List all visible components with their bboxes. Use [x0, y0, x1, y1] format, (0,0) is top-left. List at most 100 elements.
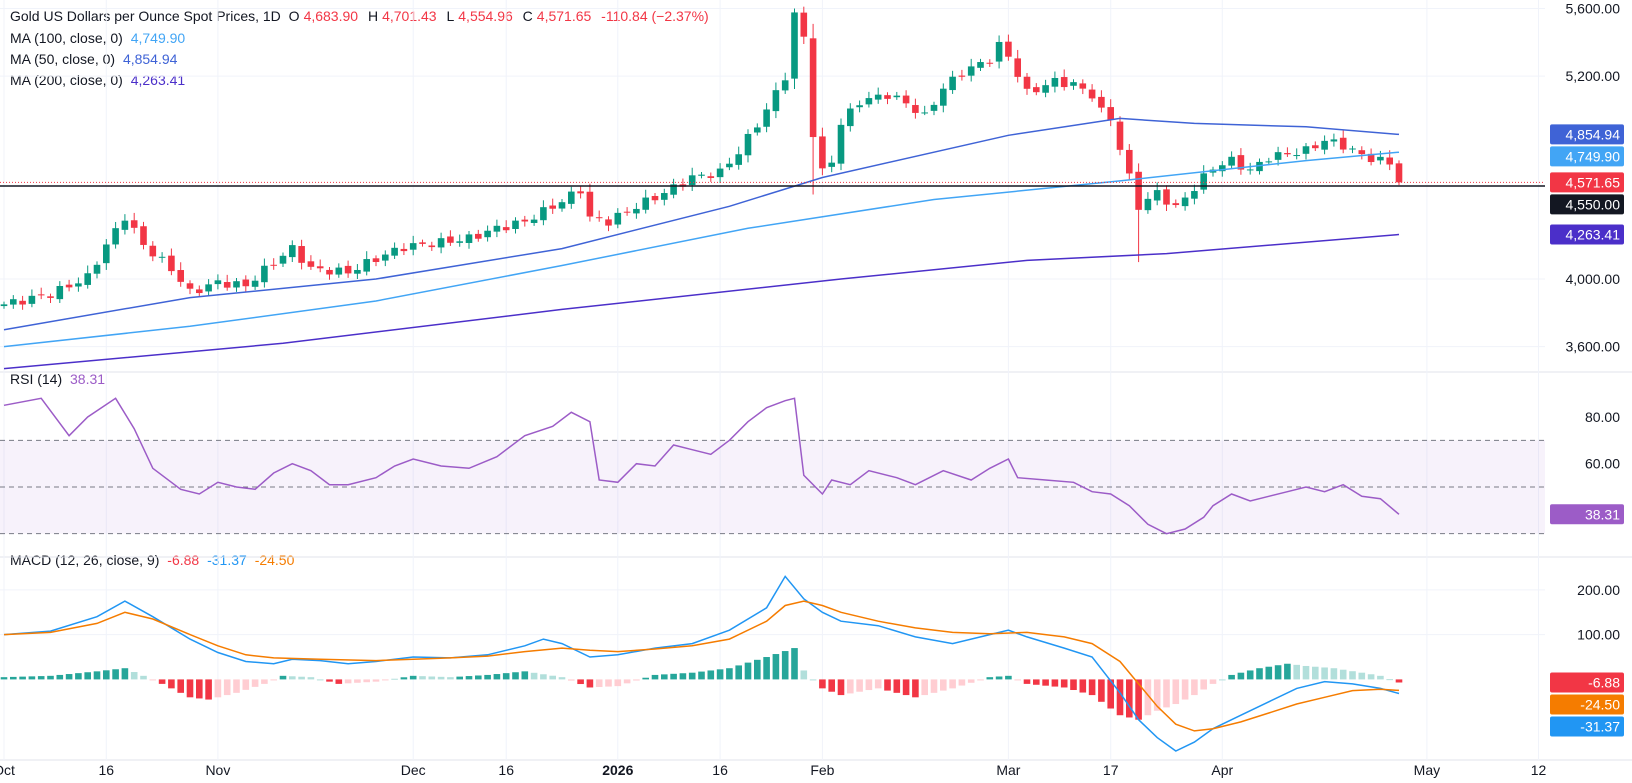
- macd-histogram-bar: [1181, 679, 1189, 700]
- macd-histogram-bar: [456, 676, 463, 680]
- macd-histogram-bar: [465, 676, 473, 680]
- candle-body: [1302, 146, 1310, 154]
- time-axis-tick: Dec: [401, 762, 426, 778]
- candle-body: [1088, 89, 1096, 99]
- candle-body: [1349, 148, 1356, 150]
- candle-body: [84, 273, 91, 285]
- macd-histogram-bar: [1395, 679, 1403, 683]
- macd-histogram-bar: [688, 672, 696, 680]
- candle-body: [661, 193, 668, 200]
- candle-body: [1042, 85, 1049, 93]
- candle-body: [530, 219, 538, 223]
- macd-signal-value: -24.50: [254, 552, 295, 568]
- candle-body: [1023, 76, 1031, 89]
- macd-histogram-bar: [409, 675, 417, 680]
- candle-body: [865, 98, 873, 105]
- candle-body: [456, 241, 463, 243]
- macd-histogram-bar: [902, 679, 910, 696]
- macd-histogram-bar: [828, 679, 835, 692]
- ma50-label: MA (50, close, 0): [10, 51, 116, 67]
- candle-body: [28, 295, 36, 304]
- macd-histogram-bar: [530, 672, 538, 680]
- macd-histogram-bar: [1209, 679, 1217, 684]
- macd-histogram-bar: [707, 670, 715, 680]
- macd-histogram-bar: [763, 657, 770, 680]
- price-tag-label: 4,263.41: [1566, 226, 1621, 242]
- candle-body: [884, 95, 891, 99]
- macd-histogram-bar: [1070, 679, 1077, 691]
- rsi-axis-tick: 60.00: [1585, 456, 1620, 472]
- macd-histogram-bar: [47, 675, 54, 680]
- macd-histogram-bar: [642, 677, 649, 680]
- macd-tag: [1550, 672, 1624, 693]
- price-tag-label: 4,571.65: [1566, 174, 1621, 190]
- candle-body: [1358, 150, 1366, 155]
- candle-body: [1246, 169, 1254, 171]
- macd-histogram-bar: [130, 672, 138, 680]
- macd-histogram-bar: [1126, 679, 1133, 718]
- macd-histogram-bar: [1312, 666, 1319, 680]
- macd-histogram-bar: [344, 679, 352, 684]
- macd-histogram-bar: [921, 679, 928, 696]
- high-label: H: [367, 8, 379, 24]
- price-tag: [1550, 224, 1624, 245]
- macd-histogram-bar: [0, 677, 8, 680]
- candle-body: [223, 282, 231, 288]
- macd-histogram-bar: [363, 679, 370, 683]
- candle-body: [1377, 156, 1384, 161]
- macd-histogram-bar: [28, 676, 36, 680]
- candle-body: [781, 80, 789, 91]
- candle-body: [744, 133, 752, 156]
- macd-histogram-bar: [335, 679, 343, 684]
- macd-hist-value: -6.88: [167, 552, 200, 568]
- candle-body: [1200, 173, 1207, 190]
- macd-histogram-bar: [568, 679, 575, 681]
- macd-histogram-bar: [270, 679, 277, 681]
- candle-body: [363, 259, 370, 272]
- macd-histogram-bar: [651, 674, 659, 680]
- macd-histogram-bar: [809, 679, 817, 681]
- candle-body: [326, 269, 333, 275]
- candle-body: [130, 220, 138, 228]
- macd-histogram-bar: [65, 674, 73, 680]
- macd-histogram-bar: [205, 679, 212, 700]
- macd-histogram-bar: [251, 679, 259, 687]
- candle-body: [205, 284, 212, 292]
- macd-histogram-bar: [177, 679, 184, 693]
- candle-body: [754, 127, 761, 133]
- macd-histogram-bar: [633, 679, 640, 681]
- candle-body: [75, 283, 82, 287]
- candle-body: [56, 286, 64, 300]
- candle-body: [1321, 140, 1328, 150]
- macd-histogram-bar: [1088, 679, 1096, 696]
- macd-histogram-bar: [56, 674, 64, 680]
- price-tag-label: 4,749.90: [1566, 148, 1621, 164]
- macd-histogram-bar: [912, 679, 919, 698]
- candle-body: [1005, 41, 1012, 57]
- macd-histogram-bar: [1386, 679, 1393, 681]
- macd-histogram-bar: [1033, 679, 1040, 685]
- candle-body: [1051, 77, 1059, 87]
- macd-histogram-bar: [1293, 664, 1300, 680]
- candle-body: [1395, 163, 1403, 183]
- macd-histogram-bar: [847, 679, 854, 694]
- macd-legend: MACD (12, 26, close, 9) -6.88 -31.37 -24…: [10, 552, 298, 568]
- price-axis-tick: 5,200.00: [1566, 68, 1621, 84]
- candle-body: [1256, 161, 1263, 172]
- price-axis-tick: 4,000.00: [1566, 271, 1621, 287]
- macd-histogram-bar: [819, 679, 826, 689]
- candle-body: [1191, 191, 1198, 199]
- macd-histogram-bar: [623, 679, 631, 684]
- candle-body: [642, 197, 649, 210]
- macd-histogram-bar: [428, 676, 436, 680]
- candle-body: [763, 109, 770, 127]
- candle-body: [121, 220, 129, 230]
- macd-histogram-bar: [400, 677, 408, 680]
- time-axis-tick: 2026: [602, 762, 633, 778]
- candle-body: [623, 211, 631, 213]
- macd-histogram-bar: [1144, 679, 1152, 716]
- macd-histogram-bar: [791, 648, 798, 680]
- macd-histogram-bar: [893, 679, 901, 693]
- macd-histogram-bar: [307, 677, 315, 680]
